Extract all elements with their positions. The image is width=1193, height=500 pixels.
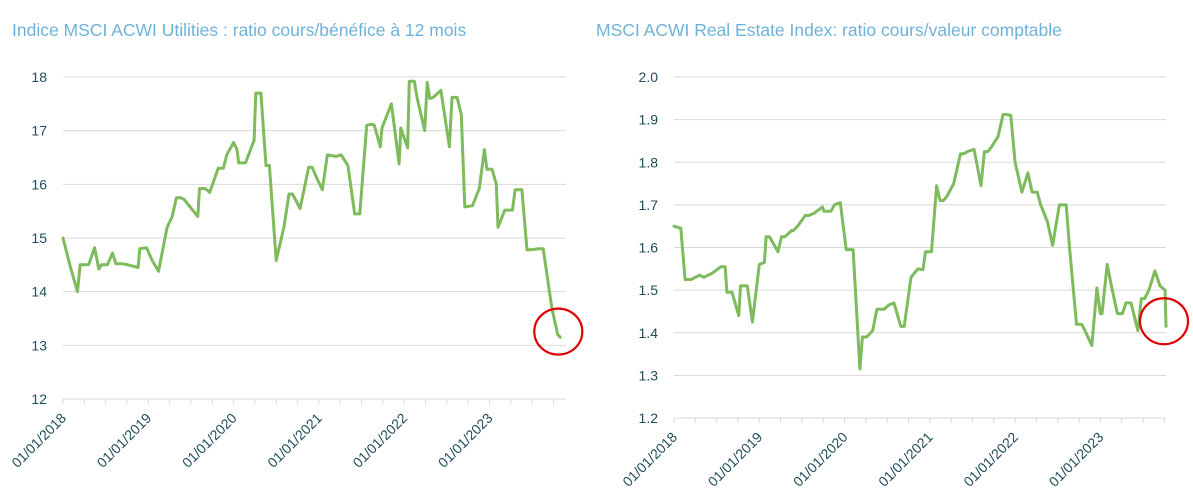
left-chart-x-tick-label: 01/01/2018 [8,410,69,471]
left-chart-x-tick-label: 01/01/2022 [349,410,410,471]
right-chart-panel: MSCI ACWI Real Estate Index: ratio cours… [590,0,1193,500]
right-chart-y-tick-label: 1.6 [639,240,659,256]
left-chart-x-tick-label: 01/01/2019 [94,410,155,471]
left-chart-series-line [61,79,562,339]
left-chart-highlight-circle [533,307,584,356]
right-chart-y-tick-label: 1.3 [639,367,659,383]
left-chart-y-tick-label: 15 [31,230,47,246]
right-chart-title: MSCI ACWI Real Estate Index: ratio cours… [596,20,1062,40]
left-chart-x-tick-label: 01/01/2020 [179,410,240,471]
left-chart-plot: 12 13 14 15 16 17 18 01/01/2018 01/01/2019 01/01/… [8,69,584,471]
left-chart-y-tick-label: 16 [31,176,47,192]
left-chart-title: Indice MSCI ACWI Utilities : ratio cours… [12,20,467,40]
right-chart-x-tick-label: 01/01/2022 [960,429,1021,490]
right-chart-x-tick-label: 01/01/2020 [790,429,851,490]
right-chart-x-tick-label: 01/01/2023 [1046,429,1107,490]
left-chart-x-tick-label: 01/01/2021 [264,410,325,471]
right-chart-x-tick-label: 01/01/2018 [619,429,680,490]
left-chart-y-tick-label: 18 [31,69,47,85]
right-chart-series-line [672,113,1168,371]
right-chart-y-tick-label: 2.0 [639,69,659,85]
right-chart-x-tick-label: 01/01/2019 [705,429,766,490]
left-chart-y-tick-label: 17 [31,123,47,139]
right-chart-y-tick-label: 1.9 [639,112,659,128]
left-chart-x-tick-label: 01/01/2023 [435,410,496,471]
right-chart-x-tick-label: 01/01/2021 [875,429,936,490]
right-chart-y-tick-label: 1.7 [639,197,659,213]
left-chart-y-tick-label: 14 [31,284,47,300]
right-chart-highlight-circle [1138,297,1190,346]
right-chart-y-tick-label: 1.4 [639,325,659,341]
right-chart-y-tick-label: 1.5 [639,282,659,298]
right-chart-y-tick-label: 1.8 [639,154,659,170]
left-chart-y-tick-label: 13 [31,337,47,353]
right-chart-plot: 1.2 1.3 1.4 1.5 1.6 1.7 1.8 1.9 2.0 01/01/2018 01/… [619,69,1190,490]
right-chart-y-tick-label: 1.2 [639,410,659,426]
left-chart-y-tick-label: 12 [31,391,47,407]
left-chart-panel: Indice MSCI ACWI Utilities : ratio cours… [0,0,590,500]
